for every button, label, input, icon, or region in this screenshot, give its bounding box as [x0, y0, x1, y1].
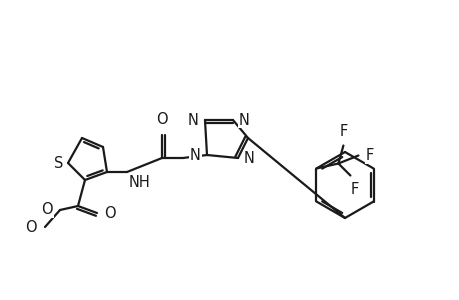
Text: O: O — [25, 220, 37, 235]
Text: N: N — [188, 112, 199, 128]
Text: NH: NH — [129, 175, 151, 190]
Text: F: F — [350, 182, 358, 197]
Text: N: N — [243, 151, 254, 166]
Text: O: O — [156, 112, 168, 127]
Text: F: F — [364, 148, 373, 163]
Text: O: O — [41, 202, 53, 217]
Text: N: N — [190, 148, 201, 163]
Text: F: F — [339, 124, 347, 139]
Text: O: O — [104, 206, 115, 220]
Text: S: S — [54, 155, 63, 170]
Text: N: N — [239, 112, 249, 128]
